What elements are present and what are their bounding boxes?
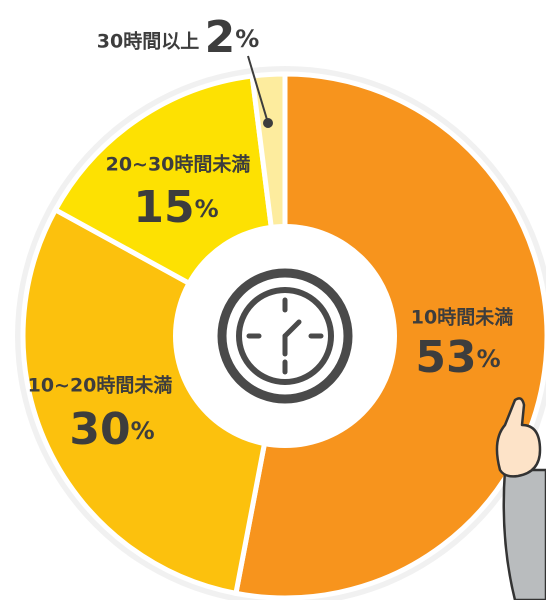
category-label: 30時間以上 bbox=[97, 31, 199, 53]
category-label: 10~20時間未満 bbox=[28, 374, 173, 397]
value-label: 2% bbox=[205, 12, 260, 63]
value-label: 30% bbox=[69, 404, 154, 455]
category-label: 10時間未満 bbox=[411, 306, 513, 329]
leader-dot bbox=[263, 118, 273, 128]
value-label: 53% bbox=[415, 332, 500, 383]
clock-icon bbox=[217, 268, 353, 404]
leader-line bbox=[247, 55, 269, 124]
category-label: 20~30時間未満 bbox=[106, 153, 251, 176]
hand-illustration bbox=[495, 397, 546, 600]
value-label: 15% bbox=[133, 182, 218, 233]
